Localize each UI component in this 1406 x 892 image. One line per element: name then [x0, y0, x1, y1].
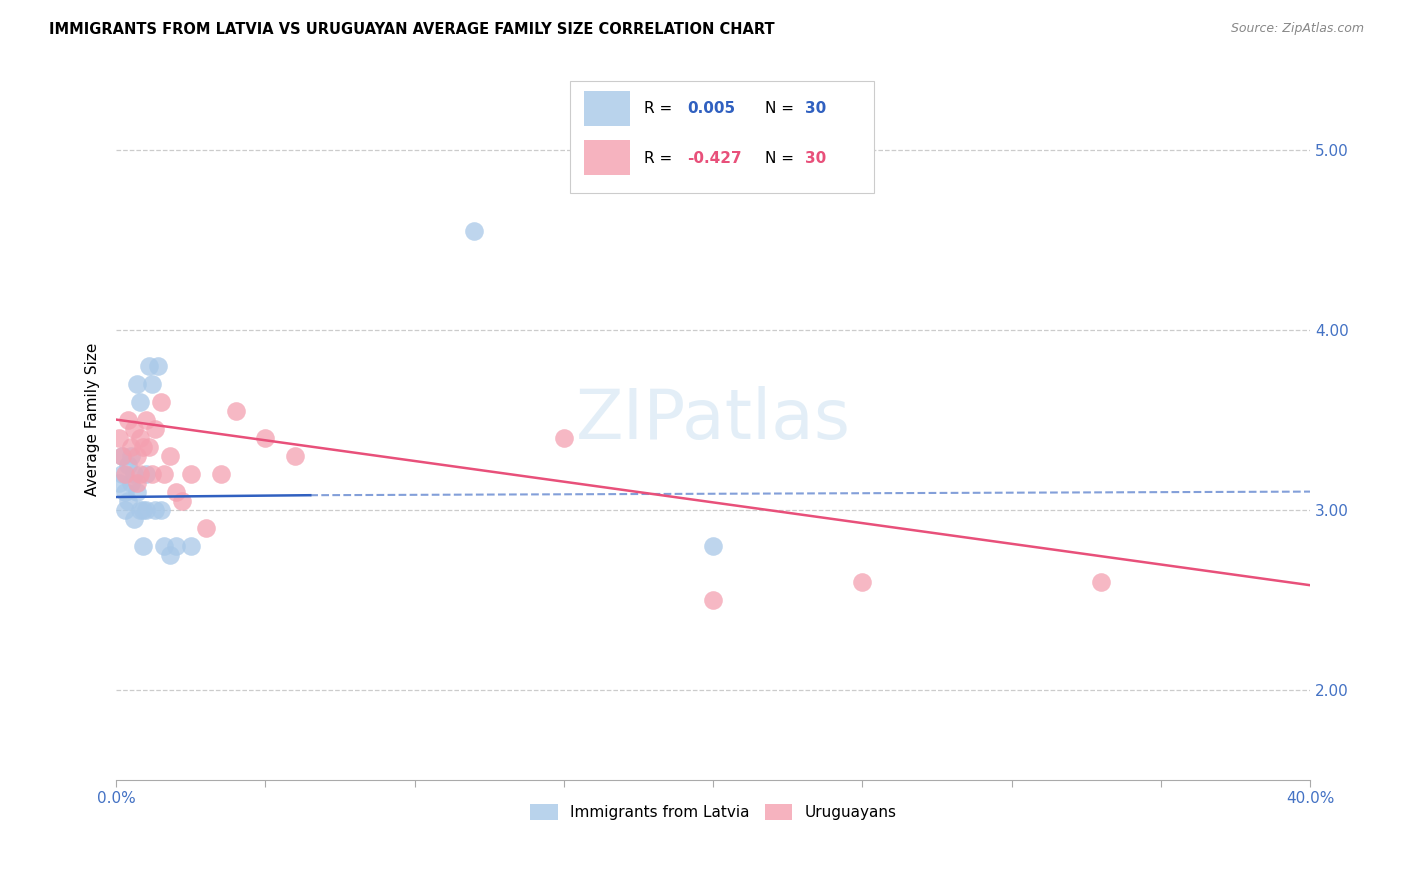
- Text: Source: ZipAtlas.com: Source: ZipAtlas.com: [1230, 22, 1364, 36]
- Point: [143, 502, 166, 516]
- Point: [129, 394, 152, 409]
- Text: R =: R =: [644, 101, 672, 116]
- Point: [553, 431, 575, 445]
- Point: [129, 431, 152, 445]
- Point: [138, 440, 160, 454]
- Text: N =: N =: [765, 151, 793, 166]
- Point: [225, 403, 247, 417]
- Point: [180, 539, 202, 553]
- FancyBboxPatch shape: [585, 91, 630, 126]
- Text: ZIPatlas: ZIPatlas: [575, 386, 851, 453]
- Point: [122, 467, 145, 481]
- Text: IMMIGRANTS FROM LATVIA VS URUGUAYAN AVERAGE FAMILY SIZE CORRELATION CHART: IMMIGRANTS FROM LATVIA VS URUGUAYAN AVER…: [49, 22, 775, 37]
- Point: [851, 574, 873, 589]
- Point: [117, 493, 139, 508]
- Point: [122, 511, 145, 525]
- Text: N =: N =: [765, 101, 793, 116]
- Point: [108, 475, 131, 490]
- Point: [122, 421, 145, 435]
- Point: [111, 449, 134, 463]
- Point: [138, 359, 160, 373]
- Point: [114, 484, 136, 499]
- Point: [153, 467, 176, 481]
- Point: [150, 394, 173, 409]
- Point: [143, 421, 166, 435]
- Point: [108, 431, 131, 445]
- Text: -0.427: -0.427: [688, 151, 741, 166]
- FancyBboxPatch shape: [585, 140, 630, 175]
- Point: [120, 440, 142, 454]
- Point: [284, 449, 307, 463]
- Point: [120, 449, 142, 463]
- Point: [120, 475, 142, 490]
- Point: [153, 539, 176, 553]
- Legend: Immigrants from Latvia, Uruguayans: Immigrants from Latvia, Uruguayans: [524, 797, 903, 826]
- Point: [117, 412, 139, 426]
- Point: [135, 412, 157, 426]
- Text: 0.005: 0.005: [688, 101, 735, 116]
- Point: [111, 467, 134, 481]
- Point: [114, 467, 136, 481]
- FancyBboxPatch shape: [569, 81, 875, 193]
- Point: [180, 467, 202, 481]
- Point: [702, 592, 724, 607]
- Point: [159, 449, 181, 463]
- Point: [159, 548, 181, 562]
- Point: [129, 467, 152, 481]
- Point: [132, 440, 155, 454]
- Point: [165, 539, 187, 553]
- Point: [117, 458, 139, 472]
- Point: [141, 467, 163, 481]
- Point: [127, 376, 149, 391]
- Point: [170, 493, 193, 508]
- Point: [114, 502, 136, 516]
- Point: [165, 484, 187, 499]
- Point: [702, 539, 724, 553]
- Point: [141, 376, 163, 391]
- Text: R =: R =: [644, 151, 672, 166]
- Point: [209, 467, 232, 481]
- Text: 30: 30: [806, 101, 827, 116]
- Point: [1090, 574, 1112, 589]
- Point: [194, 520, 217, 534]
- Point: [146, 359, 169, 373]
- Point: [135, 502, 157, 516]
- Point: [150, 502, 173, 516]
- Point: [129, 502, 152, 516]
- Point: [111, 449, 134, 463]
- Point: [135, 467, 157, 481]
- Point: [132, 502, 155, 516]
- Point: [127, 484, 149, 499]
- Point: [127, 475, 149, 490]
- Point: [127, 449, 149, 463]
- Y-axis label: Average Family Size: Average Family Size: [86, 343, 100, 496]
- Point: [463, 224, 485, 238]
- Point: [254, 431, 277, 445]
- Point: [132, 539, 155, 553]
- Text: 30: 30: [806, 151, 827, 166]
